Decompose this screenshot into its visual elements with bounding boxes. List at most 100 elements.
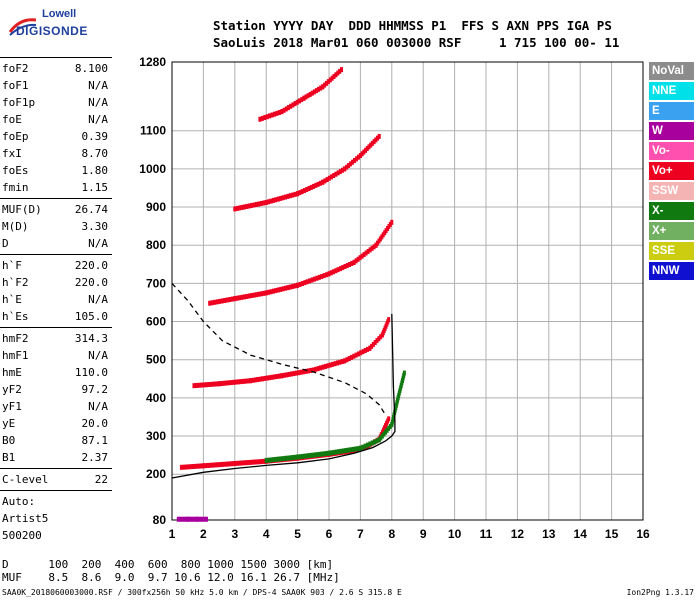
autoscaling-program: Artist5	[2, 512, 49, 525]
legend-item-nne: NNE	[649, 82, 694, 100]
echo-point	[336, 70, 340, 76]
echo-point	[199, 463, 203, 469]
echo-point	[364, 147, 368, 153]
echo-point	[275, 373, 279, 379]
x-tick-label: 16	[636, 527, 650, 541]
echo-point	[293, 283, 297, 289]
echo-point	[284, 455, 288, 461]
echo-point	[354, 446, 358, 452]
footer-software-version: Ion2Png 1.3.17	[626, 588, 694, 597]
legend-item-w: W	[649, 122, 694, 140]
echo-point	[361, 444, 365, 450]
echo-point	[238, 205, 242, 211]
echo-point	[298, 190, 302, 196]
echo-point	[241, 378, 245, 384]
echo-point	[295, 99, 299, 105]
echo-point	[306, 93, 310, 99]
echo-point	[252, 292, 256, 298]
echo-point	[292, 371, 296, 377]
echo-point	[267, 289, 271, 295]
echo-point	[321, 179, 325, 185]
echo-point	[360, 151, 364, 157]
echo-point	[326, 79, 330, 85]
echo-point	[345, 164, 349, 170]
echo-point	[304, 368, 308, 374]
y-tick-label: 600	[146, 315, 166, 329]
echo-point	[341, 167, 345, 173]
echo-point	[338, 266, 342, 272]
echo-point	[286, 105, 290, 111]
echo-point	[244, 378, 248, 384]
echo-point	[324, 80, 328, 86]
param-row: h`F 220.0	[2, 259, 108, 272]
echo-point	[337, 449, 341, 455]
param-row: C-level 22	[2, 473, 108, 486]
echo-point	[261, 376, 265, 382]
autoscaling-label: Auto:	[2, 495, 36, 508]
echo-point	[281, 286, 285, 292]
echo-point	[354, 156, 358, 162]
echo-point	[296, 282, 300, 288]
echo-point	[293, 101, 297, 107]
echo-point	[250, 202, 254, 208]
echo-point	[176, 516, 180, 522]
echo-point	[364, 250, 368, 256]
echo-point	[200, 382, 204, 388]
echo-point	[368, 441, 372, 447]
x-tick-label: 1	[169, 527, 176, 541]
echo-point	[205, 382, 209, 388]
legend-item-x-minus: X-	[649, 202, 694, 220]
echo-point	[307, 185, 311, 191]
param-row: fxI 8.70	[2, 147, 108, 160]
echo-point	[211, 462, 215, 468]
echo-point	[280, 109, 284, 115]
echo-point	[247, 459, 251, 465]
autoscaling-version: 500200	[2, 529, 42, 542]
param-row: hmF1 N/A	[2, 349, 108, 362]
echo-point	[263, 115, 267, 121]
echo-point	[247, 293, 251, 299]
echo-point	[289, 103, 293, 109]
x-tick-label: 15	[605, 527, 619, 541]
echo-point	[282, 107, 286, 113]
echo-point	[320, 451, 324, 457]
echo-point	[300, 281, 304, 287]
echo-point	[187, 464, 191, 470]
echo-point	[332, 74, 336, 80]
x-tick-label: 9	[420, 527, 427, 541]
echo-point	[274, 456, 278, 462]
echo-point	[240, 204, 244, 210]
echo-point	[317, 451, 321, 457]
echo-point	[269, 289, 273, 295]
echo-point	[293, 191, 297, 197]
echo-point	[230, 296, 234, 302]
echo-point	[366, 346, 370, 352]
x-tick-label: 4	[263, 527, 270, 541]
echo-point	[385, 427, 389, 433]
echo-point	[331, 361, 335, 367]
echo-point	[258, 116, 262, 122]
echo-point	[271, 197, 275, 203]
echo-point	[281, 195, 285, 201]
profile-line	[171, 313, 396, 479]
echo-point	[370, 245, 374, 251]
x-tick-label: 10	[448, 527, 462, 541]
param-row: fmin 1.15	[2, 181, 108, 194]
echo-point	[294, 370, 298, 376]
echo-point	[344, 448, 348, 454]
echo-point	[350, 260, 354, 266]
echo-point	[314, 88, 318, 94]
echo-point	[195, 516, 199, 522]
echo-point	[282, 372, 286, 378]
divider	[0, 198, 112, 199]
echo-point	[213, 299, 217, 305]
echo-point	[288, 193, 292, 199]
divider	[0, 254, 112, 255]
echo-point	[255, 292, 259, 298]
echo-point	[274, 197, 278, 203]
echo-point	[189, 464, 193, 470]
echo-point	[308, 91, 312, 97]
echo-point	[262, 458, 266, 464]
echo-point	[235, 460, 239, 466]
y-tick-label: 1000	[139, 162, 166, 176]
